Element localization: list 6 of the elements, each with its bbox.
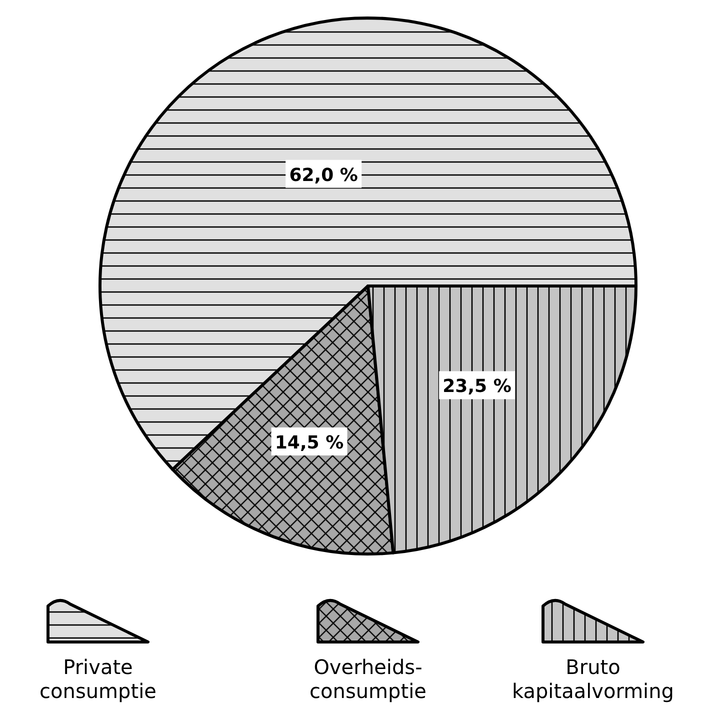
data-label: 14,5 % — [274, 432, 344, 454]
legend-label: Bruto kapitaalvorming — [512, 655, 674, 703]
legend-label: Private consumptie — [40, 655, 156, 703]
data-label: 62,0 % — [289, 164, 358, 186]
legend-label: Overheids-consumptie — [310, 655, 426, 703]
data-label: 23,5 % — [442, 376, 512, 398]
